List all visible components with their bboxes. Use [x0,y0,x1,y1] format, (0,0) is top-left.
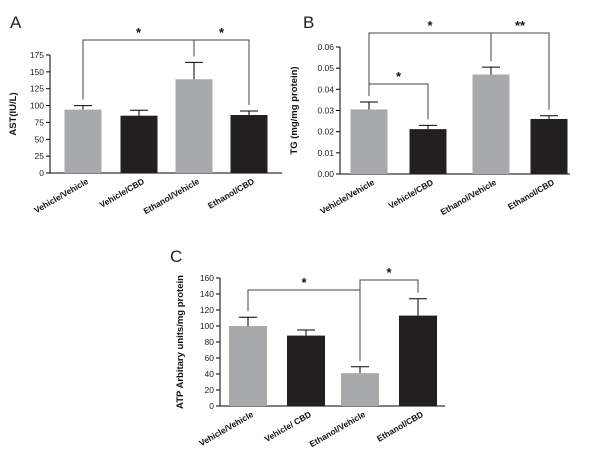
category-label: Ethanol/CBD [206,176,256,211]
y-tick-label: 120 [200,305,214,315]
y-tick-label: 0.03 [317,106,334,116]
bar [350,109,388,174]
y-tick-label: 0.00 [317,169,334,179]
significance-bracket [490,32,550,110]
category-label: Vehicle/CBD [387,177,435,211]
y-tick-label: 100 [30,101,44,111]
category-label: Ethanol/CBD [506,177,556,212]
category-label: Vehicle/Vehicle [32,176,90,215]
significance-label: * [396,69,402,84]
y-tick-label: 0.02 [317,127,334,137]
y-tick-label: 80 [205,337,215,347]
y-axis-label: AST(IU/L) [8,92,19,135]
panel-letter: A [10,13,22,32]
significance-label: * [136,25,142,40]
bar [399,315,437,406]
bar [341,373,379,406]
significance-label: * [427,18,433,33]
y-tick-label: 140 [200,289,214,299]
bar [120,115,158,173]
bar [175,79,213,173]
bar [530,118,568,174]
y-tick-label: 0 [39,168,44,178]
panel-b: B 0.00 0.01 0.02 0.03 0.04 0.05 0.06 TG (mg/mg p… [289,13,570,217]
significance-bracket [368,83,429,120]
y-tick-label: 0.05 [317,63,334,73]
category-label: Ethanol/CBD [375,409,425,444]
category-label: Vehicle/Vehicle [197,409,255,448]
bar [409,129,447,174]
bar [287,335,325,406]
category-label: Ethanol/Vehicle [308,409,368,449]
panel-a: A 0 25 50 75 100 125 150 175 AST(IU/L) Vehicle/Veh… [8,13,282,216]
y-tick-label: 60 [205,353,215,363]
category-label: Ethanol/Vehicle [142,176,202,216]
y-tick-label: 175 [30,50,44,60]
y-axis-label: ATP Arbitary units/mg protein [175,275,186,409]
y-tick-label: 0.04 [317,84,334,94]
y-tick-label: 0.01 [317,148,334,158]
panel-c: C 0 20 40 60 80 100 120 140 160 ATP Arbitary units… [170,247,445,449]
bar [472,74,510,174]
bar [230,115,268,173]
y-tick-label: 160 [200,273,214,283]
y-axis-label: TG (mg/mg protein) [289,66,300,154]
y-tick-label: 100 [200,321,214,331]
category-label: Vehicle/ CBD [263,409,313,444]
y-tick-label: 50 [35,134,45,144]
y-tick-label: 40 [205,369,215,379]
significance-label: ** [515,18,526,33]
category-label: Vehicle/CBD [98,176,146,210]
y-tick-label: 0 [209,401,214,411]
category-label: Vehicle/Vehicle [318,177,376,216]
significance-label: * [301,275,307,290]
y-tick-label: 125 [30,84,44,94]
y-tick-label: 0.06 [317,42,334,52]
significance-label: * [386,265,392,280]
y-tick-label: 20 [205,385,215,395]
bar [229,326,267,406]
bar [64,109,102,173]
y-tick-label: 25 [35,151,45,161]
panel-letter: B [303,13,314,32]
significance-bracket [193,39,250,105]
y-tick-label: 150 [30,67,44,77]
category-label: Ethanol/Vehicle [439,177,499,217]
significance-bracket [359,279,419,361]
significance-label: * [219,25,225,40]
panel-letter: C [170,247,182,266]
y-tick-label: 75 [35,117,45,127]
